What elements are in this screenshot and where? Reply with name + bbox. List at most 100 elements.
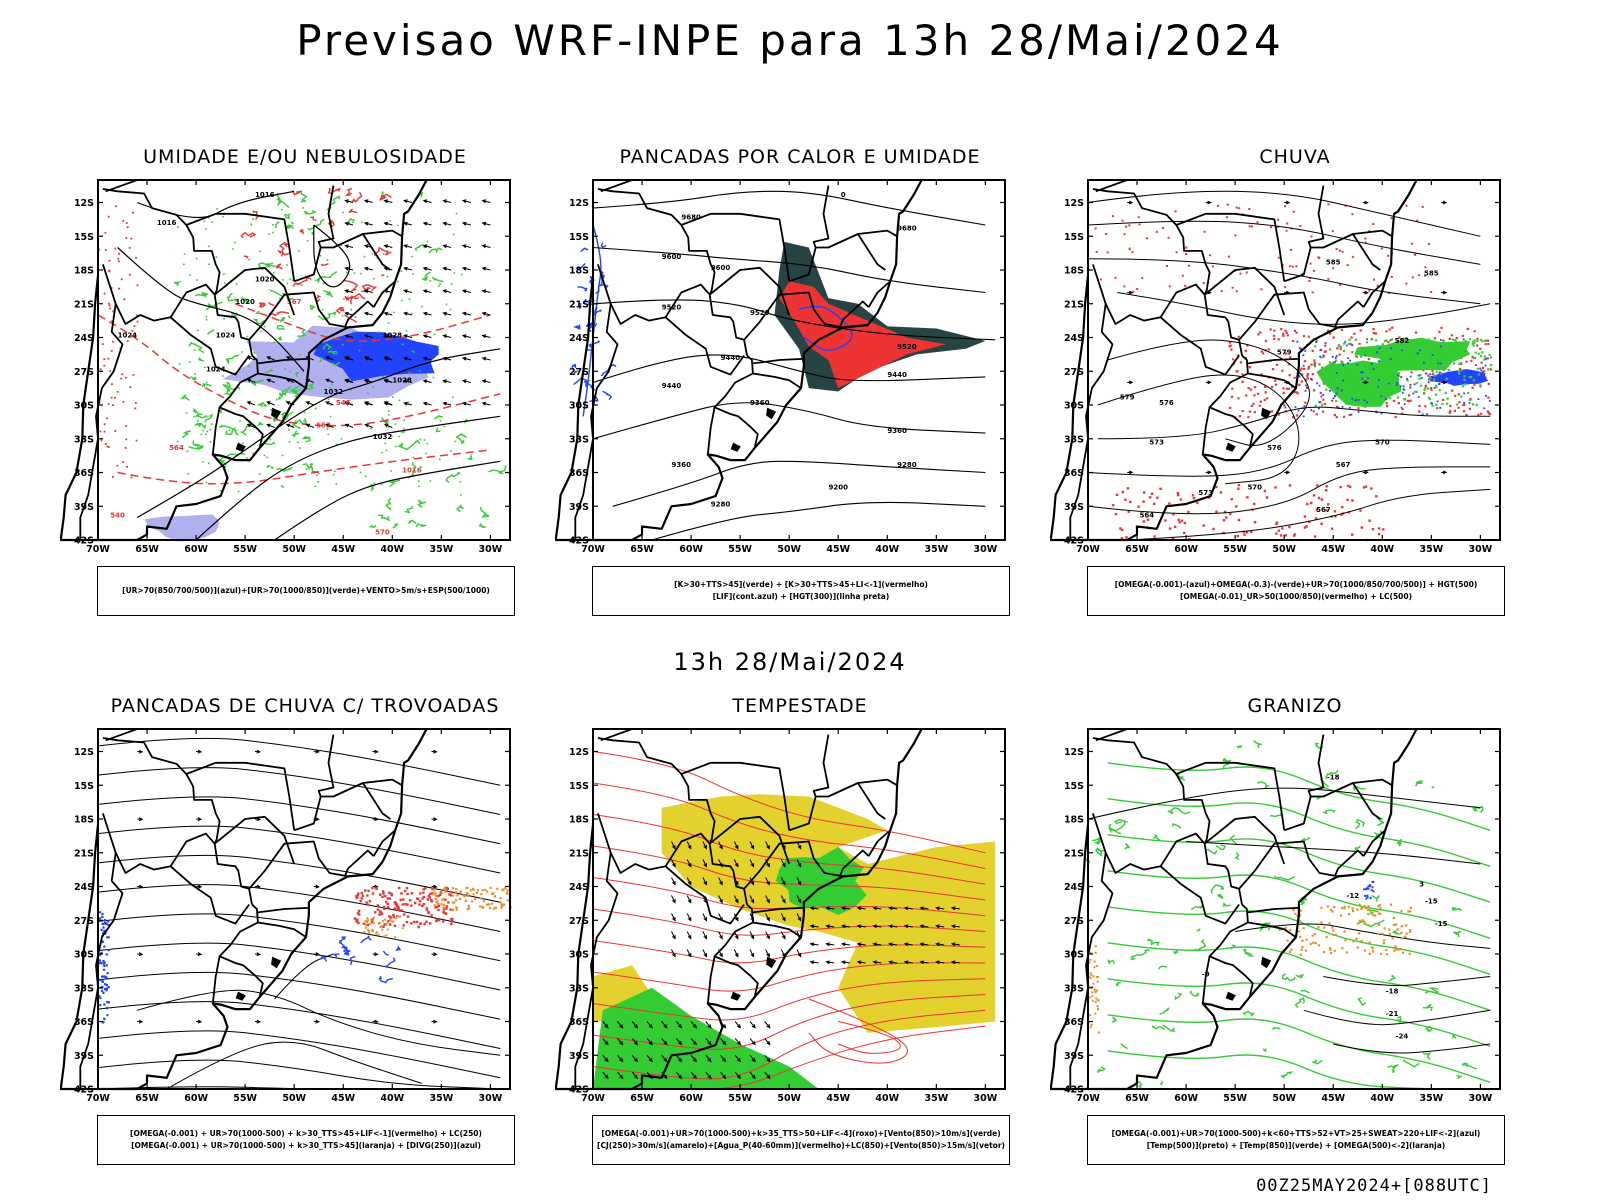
lon-tick-label: 60W <box>1174 544 1198 555</box>
contour-label: 564 <box>1140 512 1155 520</box>
lon-tick-label: 40W <box>875 544 899 555</box>
country-border <box>102 737 221 845</box>
lat-tick-label: 24S <box>74 882 94 893</box>
country-border <box>708 294 748 356</box>
temp-850-contour <box>1107 798 1491 867</box>
country-border <box>185 761 296 831</box>
contour-label: 9680 <box>897 225 917 233</box>
streamline <box>97 1030 501 1079</box>
legend-line: [OMEGA(-0.001) + UR>70(1000-500) + k>30_… <box>131 1141 481 1150</box>
lat-tick-label: 33S <box>1064 983 1084 994</box>
country-border <box>665 316 745 376</box>
lake-shape <box>271 407 282 420</box>
height-300-contour <box>592 246 986 294</box>
country-border <box>1160 865 1240 925</box>
wind-vector <box>602 1021 771 1080</box>
contour-label: 576 <box>1159 399 1174 407</box>
temp-850-contour <box>1107 978 1491 1047</box>
lat-tick-label: 36S <box>74 468 94 479</box>
lon-tick-label: 30W <box>1469 1093 1493 1104</box>
height-300-contour <box>612 460 986 507</box>
country-border <box>372 829 396 857</box>
lat-tick-label: 18S <box>1064 815 1084 826</box>
country-border <box>680 212 791 282</box>
pressure-isobar <box>274 460 501 541</box>
contour-label: 1024 <box>206 365 226 373</box>
country-border <box>680 761 791 831</box>
lon-tick-label: 30W <box>974 1093 998 1104</box>
country-border <box>102 813 171 874</box>
temp-850-contour <box>1107 942 1491 1011</box>
lat-tick-label: 30S <box>569 950 589 961</box>
contour-label: -12 <box>1347 892 1360 900</box>
contour-label: 567 <box>1336 461 1351 469</box>
lat-tick-label: 42S <box>74 1085 94 1096</box>
lat-tick-label: 12S <box>569 198 589 209</box>
lat-tick-label: 21S <box>569 848 589 859</box>
lat-tick-label: 42S <box>569 1085 589 1096</box>
lon-tick-label: 60W <box>184 1093 208 1104</box>
streamline-850 <box>592 845 986 901</box>
country-border <box>1159 832 1206 867</box>
contour-label: 1032 <box>373 433 393 441</box>
hail-blue-area <box>1363 880 1375 900</box>
lon-tick-label: 70W <box>581 544 605 555</box>
legend-chuva: [OMEGA(-0.001)-(azul)+OMEGA(-0.3)-(verde… <box>1087 566 1505 616</box>
country-border <box>788 796 817 832</box>
country-border <box>102 264 171 325</box>
country-border <box>1159 283 1206 318</box>
country-border <box>170 865 250 925</box>
lon-tick-label: 65W <box>630 544 654 555</box>
country-border <box>752 907 803 914</box>
plot-background <box>98 729 510 1089</box>
contour-label: 540 <box>110 512 125 520</box>
lon-tick-label: 35W <box>1419 1093 1443 1104</box>
country-border <box>79 852 124 1089</box>
lat-tick-label: 36S <box>1064 1017 1084 1028</box>
lon-tick-label: 40W <box>380 544 404 555</box>
contour-label: 1016 <box>255 191 275 199</box>
contour-label: 579 <box>1277 348 1292 356</box>
lat-tick-label: 24S <box>74 333 94 344</box>
lake-shape <box>1225 442 1236 452</box>
country-border <box>713 354 759 447</box>
streamline-850 <box>808 998 909 1064</box>
omega-orange-area <box>1088 945 1100 1034</box>
streamline-850 <box>592 994 986 1050</box>
lon-tick-label: 35W <box>1419 544 1443 555</box>
streamline-850 <box>592 877 986 917</box>
lon-tick-label: 55W <box>1223 1093 1247 1104</box>
lake-shape <box>730 442 741 452</box>
streamline <box>1097 406 1491 440</box>
lat-tick-label: 18S <box>1064 266 1084 277</box>
lon-tick-label: 35W <box>429 544 453 555</box>
lon-tick-label: 60W <box>1174 1093 1198 1104</box>
country-border <box>709 815 791 865</box>
country-border <box>257 907 308 914</box>
streamline-850 <box>592 1009 986 1080</box>
contour-label: 9360 <box>887 427 907 435</box>
coastline <box>60 728 428 1091</box>
country-border <box>79 303 124 540</box>
streamline <box>97 737 501 786</box>
country-border <box>743 840 844 890</box>
country-border <box>293 796 322 832</box>
lat-tick-label: 36S <box>569 1017 589 1028</box>
contour-label: 579 <box>1120 393 1135 401</box>
country-border <box>344 849 375 876</box>
lake-shape <box>1261 407 1272 420</box>
country-border <box>362 233 391 271</box>
contour-label: 564 <box>169 444 184 452</box>
lat-tick-label: 36S <box>1064 468 1084 479</box>
lat-tick-label: 30S <box>74 950 94 961</box>
contour-label: -15 <box>1435 920 1448 928</box>
plot-frame <box>1087 179 1501 541</box>
streamline <box>1097 374 1300 485</box>
map-pancadas-calor: 9680968096009600952095209520944094409440… <box>555 179 1006 555</box>
lon-tick-label: 50W <box>282 544 306 555</box>
country-border <box>1283 796 1312 832</box>
country-border <box>1334 300 1365 327</box>
lon-tick-label: 50W <box>282 1093 306 1104</box>
streamline-arrow <box>137 749 438 1024</box>
